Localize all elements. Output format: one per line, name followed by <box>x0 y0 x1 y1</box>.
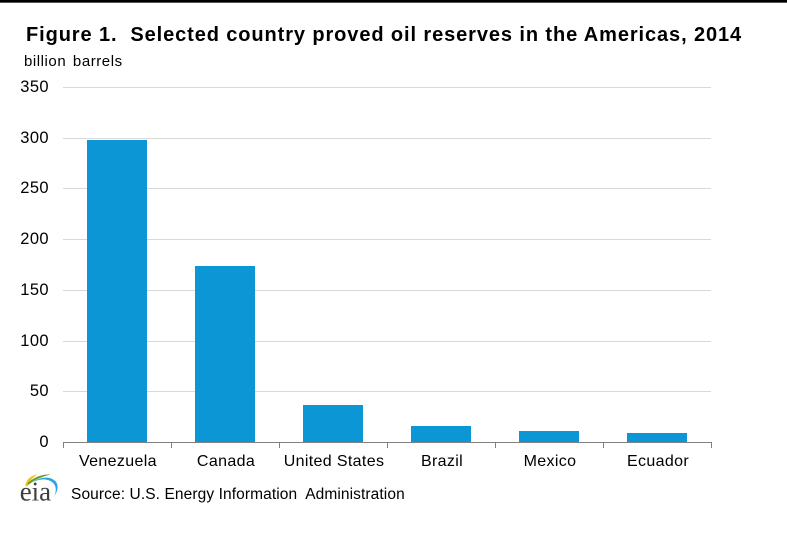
svg-text:eia: eia <box>20 476 51 506</box>
